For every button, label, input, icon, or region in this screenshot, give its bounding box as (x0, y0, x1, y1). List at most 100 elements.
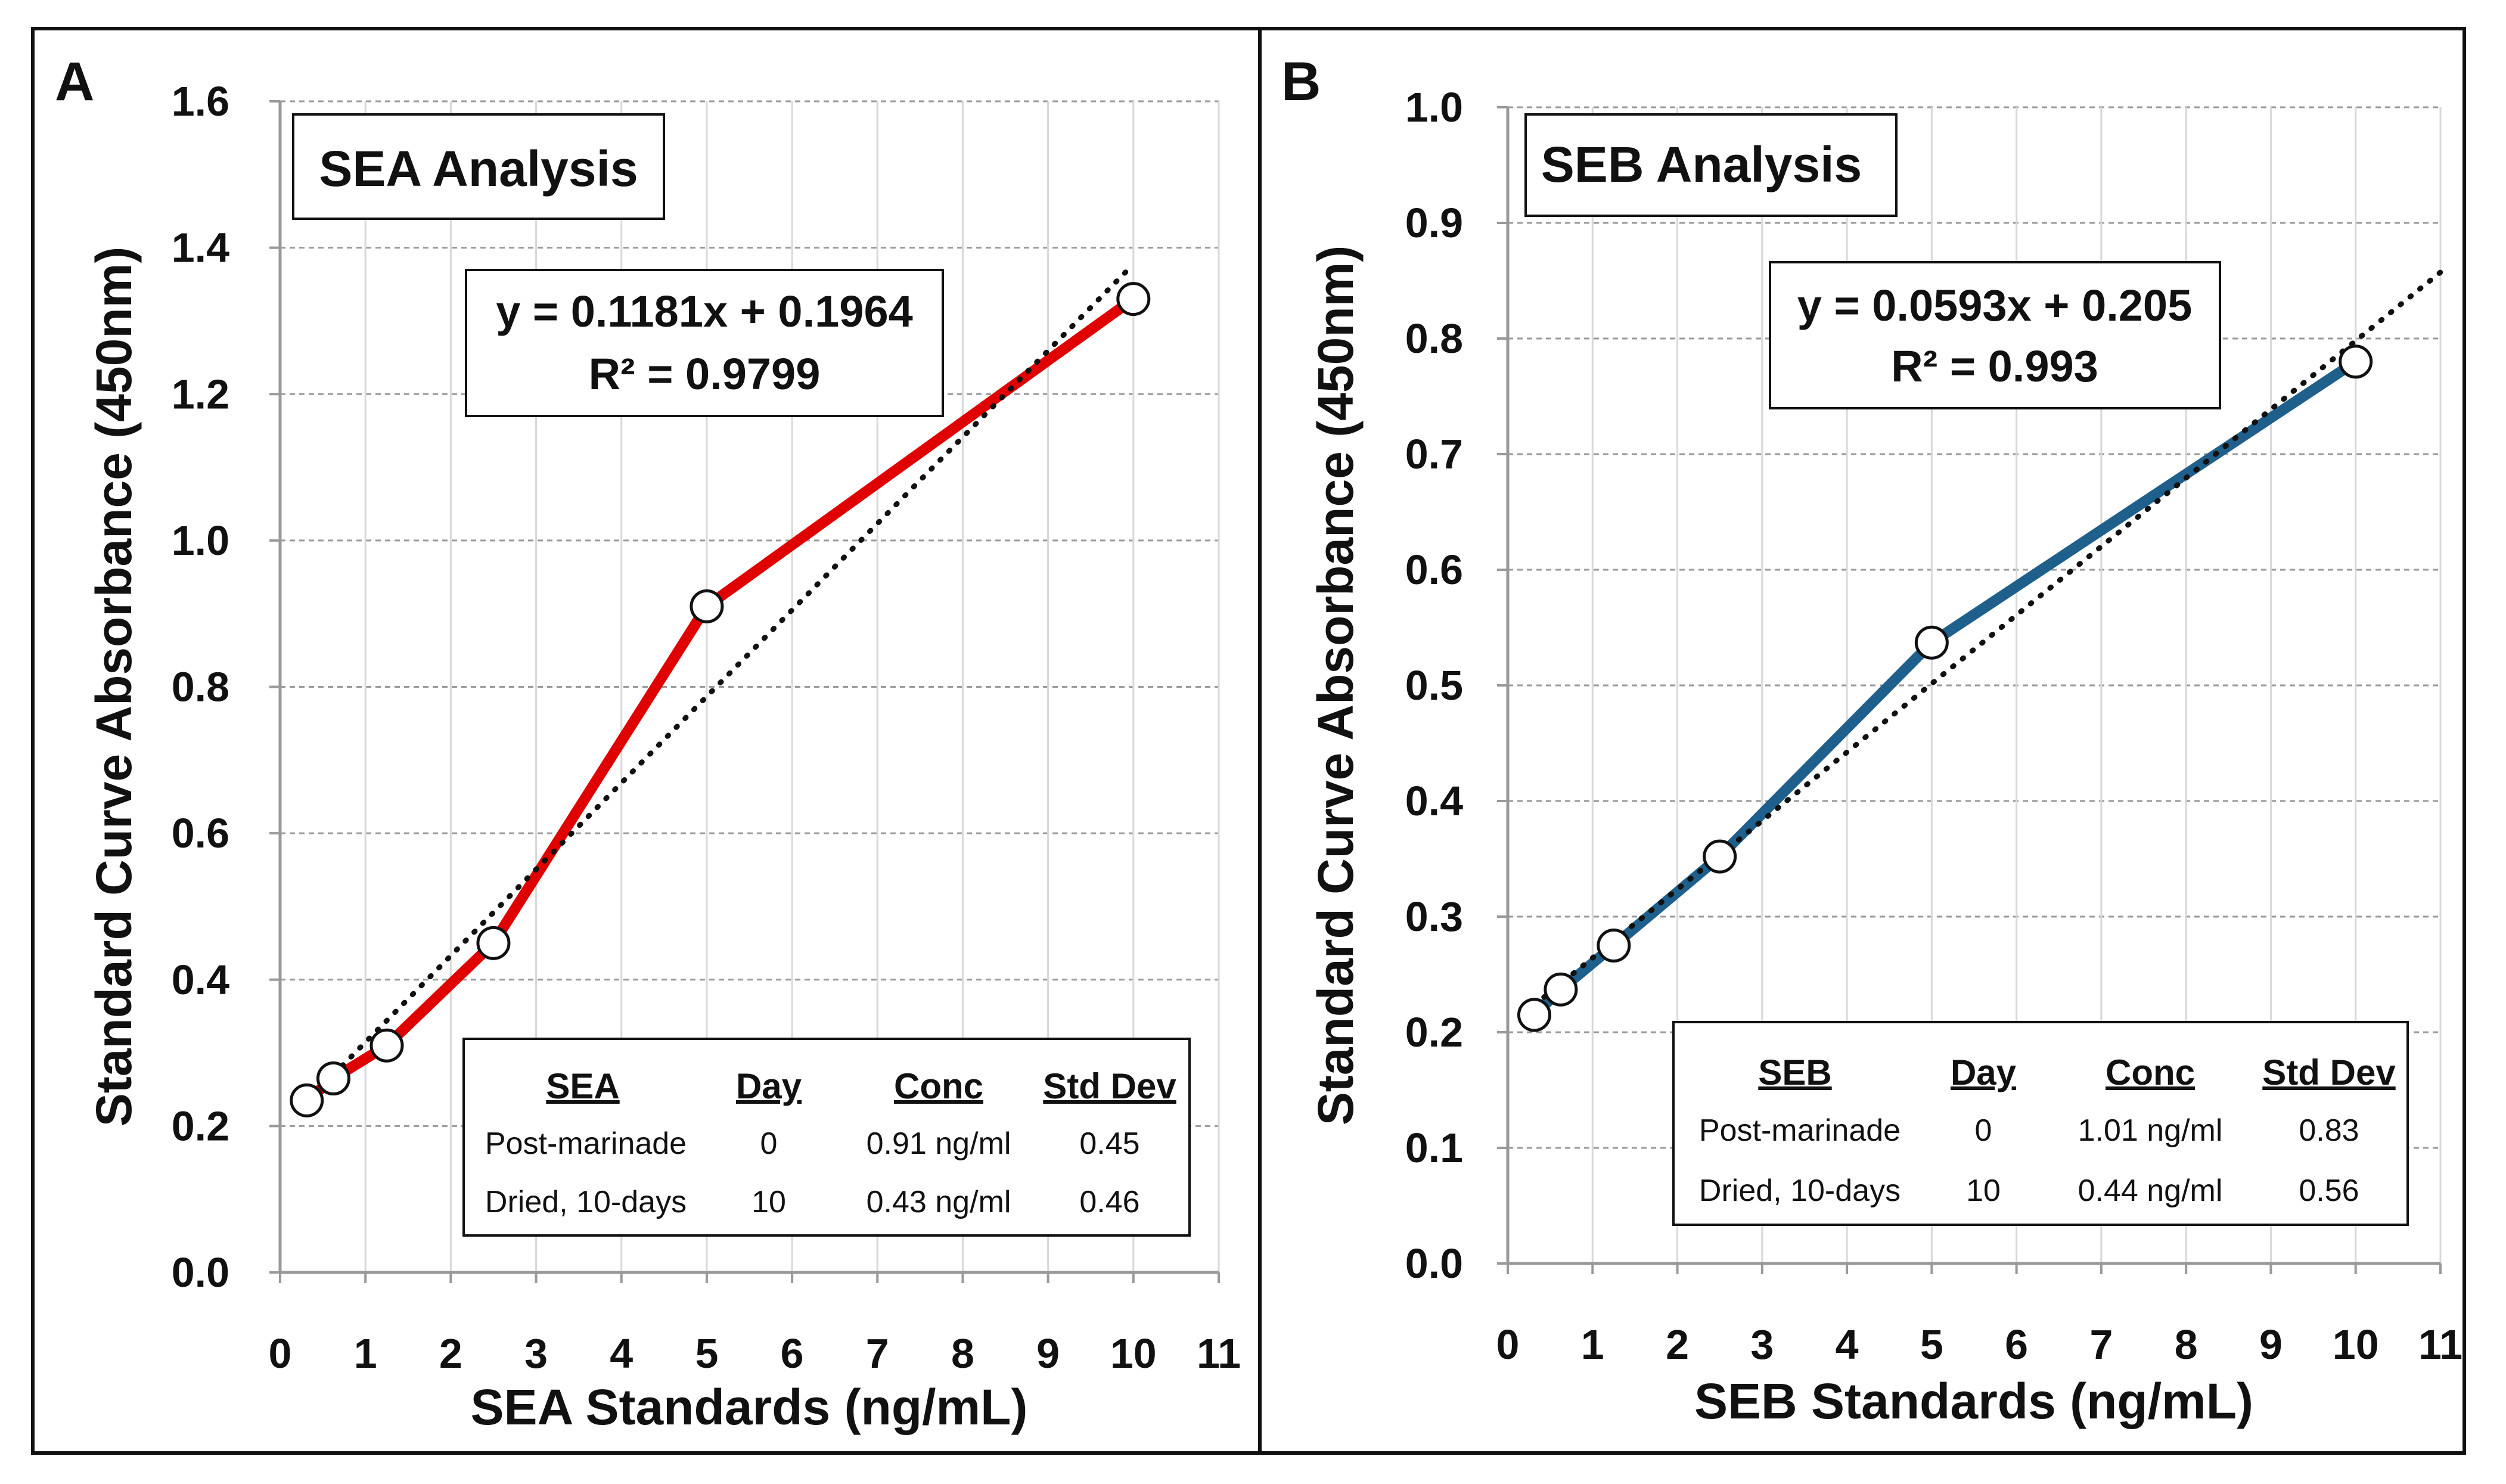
data-point (476, 926, 511, 960)
y-tick-label: 0.7 (1405, 431, 1463, 477)
x-tick-label: 4 (1836, 1321, 1859, 1368)
trendline (330, 261, 1136, 1078)
panel-a: A 0.0 0.2 0.4 0.6 0.8 1.0 1.2 1.4 1.6 0 1 2 3 4 5 6 7 8 9… (55, 51, 1241, 1435)
equation-text: y = 0.1181x + 0.1964 (496, 287, 913, 336)
title-box (292, 113, 665, 220)
table-cell: 0.44 ng/ml (2078, 1173, 2223, 1208)
x-tick-label: 0 (269, 1330, 292, 1377)
x-tick-label: 1 (1581, 1321, 1604, 1368)
ticks (269, 100, 1220, 1283)
x-tick-label: 4 (610, 1330, 633, 1377)
x-tick-label: 3 (524, 1330, 548, 1377)
table-cell: 0.91 ng/ml (867, 1126, 1011, 1161)
table-cell: Post-marinade (1699, 1113, 1901, 1148)
x-tick-label: 8 (951, 1330, 974, 1377)
table-header-conc: Conc (2106, 1053, 2195, 1092)
table-header-sample: SEB (1758, 1053, 1831, 1092)
table-header-conc: Conc (894, 1066, 983, 1106)
y-tick-label: 0.1 (1405, 1125, 1463, 1171)
x-tick-label: 11 (1197, 1330, 1241, 1377)
r-squared-text: R² = 0.993 (1891, 341, 2098, 391)
y-tick-label: 1.4 (172, 225, 229, 271)
y-tick-label: 1.0 (1405, 84, 1463, 131)
x-tick-label: 9 (1036, 1330, 1060, 1377)
data-point (1597, 929, 1631, 963)
data-point (1116, 282, 1151, 316)
panel-label: B (1281, 51, 1321, 112)
y-tick-labels: 0.0 0.2 0.4 0.6 0.8 1.0 1.2 1.4 1.6 (172, 78, 229, 1296)
table-cell: 0.46 (1079, 1185, 1139, 1219)
x-tick-label: 0 (1496, 1321, 1520, 1368)
data-point (290, 1083, 324, 1117)
y-tick-label: 1.0 (172, 517, 229, 564)
x-tick-label: 10 (2333, 1321, 2379, 1368)
data-point (1703, 839, 1737, 874)
equation-box (465, 269, 944, 417)
table-header-std-dev: Std Dev (2262, 1053, 2396, 1092)
table-cell: 0.83 (2299, 1113, 2359, 1148)
data-point (2339, 344, 2373, 379)
x-tick-label: 6 (2005, 1321, 2028, 1368)
data-point (369, 1028, 404, 1063)
chart-title: SEB Analysis (1541, 136, 1862, 193)
data-points (290, 282, 1151, 1117)
table-header-day: Day (736, 1066, 802, 1106)
equation-text: y = 0.0593x + 0.205 (1797, 281, 2193, 330)
table-header-day: Day (1951, 1053, 2017, 1092)
data-point (316, 1061, 350, 1096)
data-point (690, 589, 724, 623)
results-table: SEB Day Conc Std Dev Post-marinade 0 1.0… (1699, 1053, 2396, 1208)
y-axis-label: Standard Curve Absorbance (450nm) (1308, 246, 1364, 1126)
x-tick-label: 2 (439, 1330, 462, 1377)
x-tick-label: 9 (2259, 1321, 2283, 1368)
x-tick-label: 1 (354, 1330, 377, 1377)
results-table-box (462, 1038, 1191, 1237)
y-tick-label: 0.6 (172, 810, 229, 856)
y-tick-label: 1.6 (172, 78, 229, 125)
table-cell: Dried, 10-days (485, 1185, 687, 1219)
x-tick-label: 7 (866, 1330, 889, 1377)
table-cell: Dried, 10-days (1699, 1173, 1901, 1208)
table-cell: 10 (752, 1185, 786, 1219)
x-axis-label: SEB Standards (ng/mL) (1694, 1373, 2253, 1429)
figure-frame (31, 27, 2466, 1455)
table-cell: 0.45 (1079, 1126, 1139, 1161)
y-tick-label: 1.2 (172, 371, 229, 417)
y-tick-label: 0.8 (1405, 315, 1463, 362)
x-tick-label: 5 (1920, 1321, 1943, 1368)
x-tick-labels: 0 1 2 3 4 5 6 7 8 9 10 11 (1496, 1321, 2462, 1368)
y-tick-label: 0.4 (1405, 778, 1463, 824)
y-tick-label: 0.2 (172, 1103, 229, 1149)
chart-title: SEA Analysis (319, 141, 638, 197)
y-tick-label: 0.3 (1405, 893, 1463, 940)
table-header-std-dev: Std Dev (1043, 1066, 1176, 1106)
panel-label: A (55, 51, 94, 112)
x-tick-label: 7 (2089, 1321, 2113, 1368)
results-table-box (1672, 1021, 2409, 1226)
x-tick-label: 3 (1750, 1321, 1774, 1368)
y-tick-label: 0.0 (172, 1249, 229, 1296)
x-tick-label: 6 (781, 1330, 804, 1377)
table-cell: 0 (760, 1126, 778, 1161)
y-tick-label: 0.9 (1405, 200, 1463, 246)
x-tick-label: 11 (2418, 1321, 2462, 1368)
data-points (1517, 344, 2373, 1032)
y-tick-label: 0.5 (1405, 662, 1463, 709)
table-cell: 0.43 ng/ml (867, 1185, 1011, 1219)
x-tick-label: 5 (695, 1330, 718, 1377)
y-tick-labels: 0.0 0.1 0.2 0.3 0.4 0.5 0.6 0.7 0.8 0.9 1.0 (1405, 84, 1463, 1287)
y-axis-label: Standard Curve Absorbance (450nm) (86, 247, 142, 1127)
data-point (1517, 998, 1551, 1032)
y-tick-label: 0.6 (1405, 547, 1463, 593)
ticks (1497, 106, 2442, 1274)
y-tick-label: 0.0 (1405, 1240, 1463, 1287)
title-box (1524, 113, 1898, 217)
y-tick-label: 0.4 (172, 957, 229, 1003)
x-tick-labels: 0 1 2 3 4 5 6 7 8 9 10 11 (269, 1330, 1241, 1377)
equation-box (1769, 261, 2221, 409)
data-point (1914, 625, 1949, 660)
y-tick-label: 0.2 (1405, 1009, 1463, 1055)
x-tick-label: 8 (2175, 1321, 2198, 1368)
table-header-sample: SEA (546, 1066, 619, 1106)
